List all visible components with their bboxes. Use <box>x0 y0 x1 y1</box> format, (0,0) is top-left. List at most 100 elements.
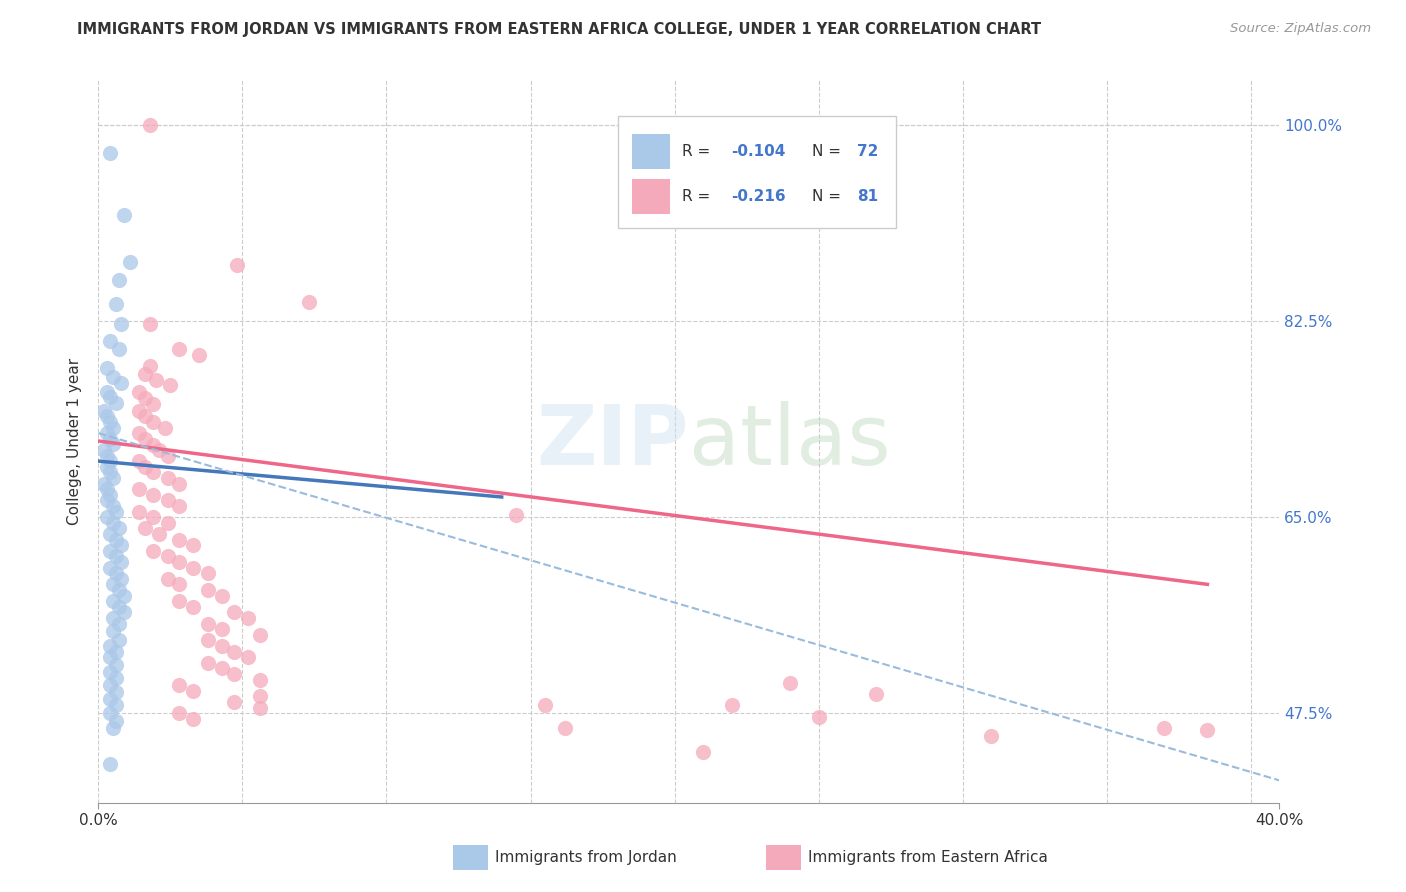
Point <box>128 384 150 399</box>
Point <box>139 318 162 332</box>
Point <box>128 504 150 518</box>
Point <box>142 543 165 558</box>
Point <box>98 691 121 706</box>
Point <box>104 396 127 410</box>
Text: atlas: atlas <box>689 401 890 482</box>
Point <box>98 560 121 574</box>
Point <box>183 712 205 726</box>
Point <box>134 409 156 424</box>
Text: -0.216: -0.216 <box>731 189 786 204</box>
Point <box>222 667 245 681</box>
Point <box>139 118 162 132</box>
Point <box>142 510 165 524</box>
Point <box>104 504 127 518</box>
Point <box>534 698 557 713</box>
Point <box>98 146 121 161</box>
Point <box>211 639 233 653</box>
Point <box>101 624 124 639</box>
Point <box>101 594 124 608</box>
Point <box>112 589 135 603</box>
Point <box>104 698 127 713</box>
Point <box>104 685 127 699</box>
Point <box>104 672 127 686</box>
Point <box>167 342 190 356</box>
Point <box>148 442 170 457</box>
Point <box>167 476 190 491</box>
Point <box>156 549 179 564</box>
Point <box>148 527 170 541</box>
Point <box>779 676 801 690</box>
Point <box>197 633 219 648</box>
Point <box>107 616 129 631</box>
Point <box>98 488 121 502</box>
Point <box>104 533 127 547</box>
Point <box>134 521 156 535</box>
Point <box>120 254 142 268</box>
Point <box>134 432 156 446</box>
Point <box>98 527 121 541</box>
Bar <box>633 135 671 169</box>
Point <box>101 471 124 485</box>
Point <box>156 449 179 463</box>
Text: N =: N = <box>811 145 845 160</box>
Point <box>134 392 156 406</box>
Point <box>128 426 150 441</box>
Text: N =: N = <box>811 189 845 204</box>
Point <box>249 700 271 714</box>
Point <box>128 454 150 468</box>
Point <box>183 538 205 552</box>
Point <box>865 687 887 701</box>
Point <box>98 415 121 429</box>
Point <box>197 582 219 597</box>
Point <box>110 555 132 569</box>
FancyBboxPatch shape <box>619 116 896 228</box>
Point <box>104 549 127 564</box>
Point <box>93 476 115 491</box>
Point <box>96 449 118 463</box>
Point <box>807 709 830 723</box>
Point <box>222 606 245 620</box>
Point <box>128 403 150 417</box>
Point <box>96 493 118 508</box>
Point <box>98 706 121 721</box>
Point <box>225 258 247 272</box>
Point <box>104 566 127 581</box>
Text: R =: R = <box>682 145 716 160</box>
Bar <box>453 845 488 870</box>
Point <box>156 471 179 485</box>
Point <box>167 678 190 692</box>
Text: ZIP: ZIP <box>537 401 689 482</box>
Point <box>142 397 165 411</box>
Point <box>145 374 167 388</box>
Point <box>142 415 165 429</box>
Point <box>104 297 127 311</box>
Text: R =: R = <box>682 189 716 204</box>
Point <box>98 650 121 665</box>
Point <box>101 370 124 384</box>
Point <box>167 577 190 591</box>
Point <box>96 384 118 399</box>
Point <box>98 454 121 468</box>
Point <box>107 582 129 597</box>
Point <box>104 658 127 673</box>
Point <box>104 714 127 728</box>
Point <box>98 678 121 692</box>
Point <box>142 488 165 502</box>
Point <box>188 348 211 362</box>
Point <box>1153 721 1175 735</box>
Point <box>197 616 219 631</box>
Text: 72: 72 <box>856 145 877 160</box>
Point <box>156 493 179 508</box>
Point <box>183 599 205 614</box>
Point <box>167 499 190 513</box>
Point <box>222 695 245 709</box>
Point <box>249 673 271 687</box>
Point <box>110 318 132 332</box>
Point <box>101 437 124 451</box>
Point <box>139 359 162 373</box>
Point <box>156 516 179 530</box>
Point <box>110 376 132 390</box>
Point <box>128 482 150 496</box>
Point <box>554 721 576 735</box>
Point <box>98 466 121 480</box>
